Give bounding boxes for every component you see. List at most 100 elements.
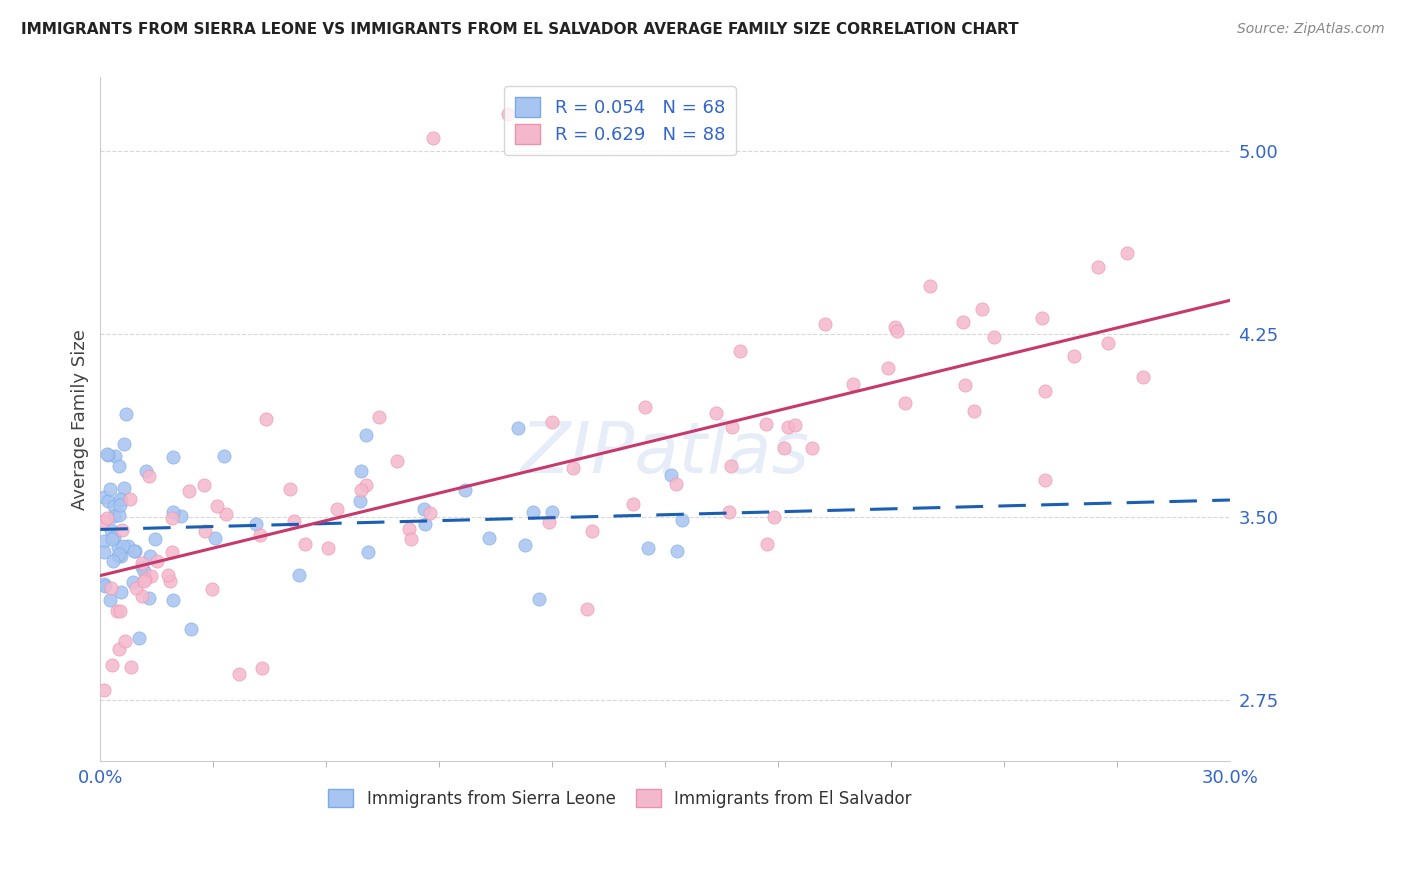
Point — [228, 667, 250, 681]
Point — [131, 559, 153, 574]
Point — [278, 482, 301, 496]
Point — [135, 464, 157, 478]
Point — [755, 536, 778, 550]
Point — [101, 657, 124, 672]
Point — [1033, 384, 1056, 398]
Point — [111, 523, 134, 537]
Point — [134, 564, 156, 578]
Point — [562, 461, 585, 475]
Point — [316, 541, 339, 556]
Point — [138, 469, 160, 483]
Point — [214, 449, 236, 463]
Point — [354, 428, 377, 442]
Point — [131, 557, 153, 571]
Point — [100, 581, 122, 595]
Point — [98, 593, 121, 607]
Point — [665, 476, 688, 491]
Point — [294, 537, 316, 551]
Point — [283, 514, 305, 528]
Point — [100, 523, 122, 537]
Point — [325, 502, 347, 516]
Text: IMMIGRANTS FROM SIERRA LEONE VS IMMIGRANTS FROM EL SALVADOR AVERAGE FAMILY SIZE : IMMIGRANTS FROM SIERRA LEONE VS IMMIGRAN… — [21, 22, 1019, 37]
Point — [952, 315, 974, 329]
Point — [963, 403, 986, 417]
Point — [207, 499, 229, 513]
Point — [138, 591, 160, 606]
Point — [778, 419, 800, 434]
Point — [139, 549, 162, 563]
Point — [108, 508, 131, 522]
Point — [515, 538, 537, 552]
Point — [103, 508, 125, 523]
Point — [637, 541, 659, 555]
Point — [773, 441, 796, 455]
Point — [704, 406, 727, 420]
Point — [537, 515, 560, 529]
Legend: Immigrants from Sierra Leone, Immigrants from El Salvador: Immigrants from Sierra Leone, Immigrants… — [322, 783, 918, 814]
Point — [93, 490, 115, 504]
Point — [659, 467, 682, 482]
Point — [111, 539, 134, 553]
Point — [162, 450, 184, 464]
Point — [1097, 336, 1119, 351]
Point — [93, 579, 115, 593]
Point — [718, 505, 741, 519]
Point — [422, 131, 444, 145]
Point — [117, 539, 139, 553]
Point — [581, 524, 603, 538]
Point — [93, 544, 115, 558]
Point — [842, 376, 865, 391]
Point — [720, 419, 742, 434]
Point — [621, 497, 644, 511]
Point — [131, 589, 153, 603]
Point — [522, 505, 544, 519]
Point — [763, 510, 786, 524]
Point — [112, 481, 135, 495]
Point — [953, 377, 976, 392]
Point — [876, 361, 898, 376]
Point — [132, 574, 155, 588]
Point — [245, 516, 267, 531]
Point — [103, 500, 125, 514]
Point — [108, 499, 131, 513]
Point — [1063, 349, 1085, 363]
Point — [884, 320, 907, 334]
Point — [93, 514, 115, 528]
Point — [108, 492, 131, 507]
Point — [893, 395, 915, 409]
Point — [204, 531, 226, 545]
Point — [124, 544, 146, 558]
Point — [983, 329, 1005, 343]
Point — [108, 642, 131, 657]
Point — [110, 604, 132, 618]
Point — [93, 682, 115, 697]
Point — [141, 568, 163, 582]
Point — [1087, 260, 1109, 274]
Point — [814, 318, 837, 332]
Point — [96, 511, 118, 525]
Point — [413, 516, 436, 531]
Point — [478, 532, 501, 546]
Point — [93, 577, 115, 591]
Point — [115, 407, 138, 421]
Point — [108, 459, 131, 474]
Point — [1132, 370, 1154, 384]
Point — [96, 447, 118, 461]
Point — [254, 411, 277, 425]
Text: ZIPatlas: ZIPatlas — [520, 419, 810, 488]
Point — [800, 442, 823, 456]
Point — [357, 545, 380, 559]
Point — [93, 534, 115, 549]
Point — [194, 524, 217, 538]
Point — [288, 568, 311, 582]
Point — [107, 541, 129, 555]
Point — [97, 449, 120, 463]
Point — [107, 547, 129, 561]
Point — [250, 661, 273, 675]
Point — [97, 494, 120, 508]
Point — [112, 437, 135, 451]
Point — [120, 660, 142, 674]
Y-axis label: Average Family Size: Average Family Size — [72, 329, 89, 509]
Point — [156, 568, 179, 582]
Text: Source: ZipAtlas.com: Source: ZipAtlas.com — [1237, 22, 1385, 37]
